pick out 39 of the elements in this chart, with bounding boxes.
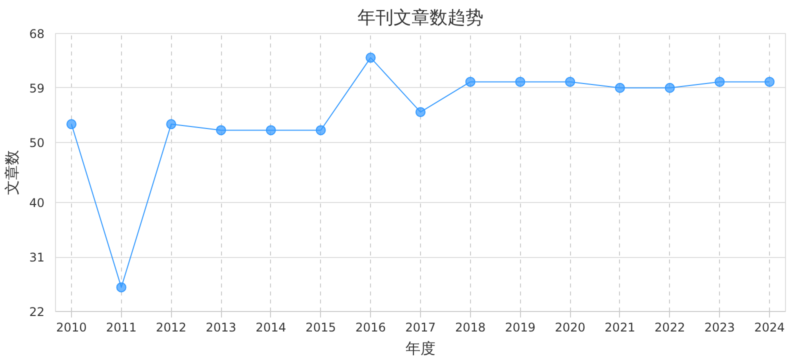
chart-title: 年刊文章数趋势 — [358, 8, 484, 28]
point — [316, 125, 326, 136]
x-tick-label: 2017 — [405, 320, 436, 334]
x-tick-label: 2021 — [604, 320, 636, 334]
x-axis-title: 年度 — [406, 340, 436, 358]
x-tick-label: 2014 — [256, 320, 286, 334]
y-tick-label: 50 — [29, 136, 45, 150]
x-tick-label: 2019 — [504, 320, 536, 334]
y-tick-label: 31 — [29, 250, 45, 265]
y-tick-label: 40 — [29, 196, 45, 210]
point — [416, 107, 426, 118]
point — [366, 52, 376, 63]
x-tick-label: 2024 — [754, 320, 785, 334]
x-tick-label: 2018 — [455, 320, 486, 334]
x-tick-label: 2022 — [654, 320, 686, 334]
y-axis-title: 文章数 — [3, 150, 22, 195]
x-tick-label: 2023 — [704, 320, 735, 334]
point — [465, 76, 476, 87]
point — [266, 125, 276, 136]
y-tick-label: 59 — [29, 81, 45, 96]
point — [764, 76, 775, 87]
x-tick-label: 2016 — [355, 320, 386, 334]
x-tick-label: 2020 — [554, 320, 586, 334]
point — [614, 82, 625, 93]
point — [565, 76, 576, 87]
y-tick-label: 22 — [29, 305, 45, 319]
point — [66, 119, 76, 130]
point — [664, 82, 675, 93]
x-tick-label: 2015 — [306, 320, 336, 334]
x-tick-label: 2012 — [156, 320, 186, 334]
point — [515, 76, 526, 87]
x-tick-label: 2011 — [106, 320, 137, 334]
point — [216, 125, 226, 136]
x-tick-label: 2013 — [206, 320, 236, 334]
point — [116, 282, 126, 292]
point — [714, 76, 725, 87]
y-tick-label: 68 — [29, 27, 45, 41]
point — [166, 119, 176, 130]
x-tick-label: 2010 — [56, 320, 87, 334]
